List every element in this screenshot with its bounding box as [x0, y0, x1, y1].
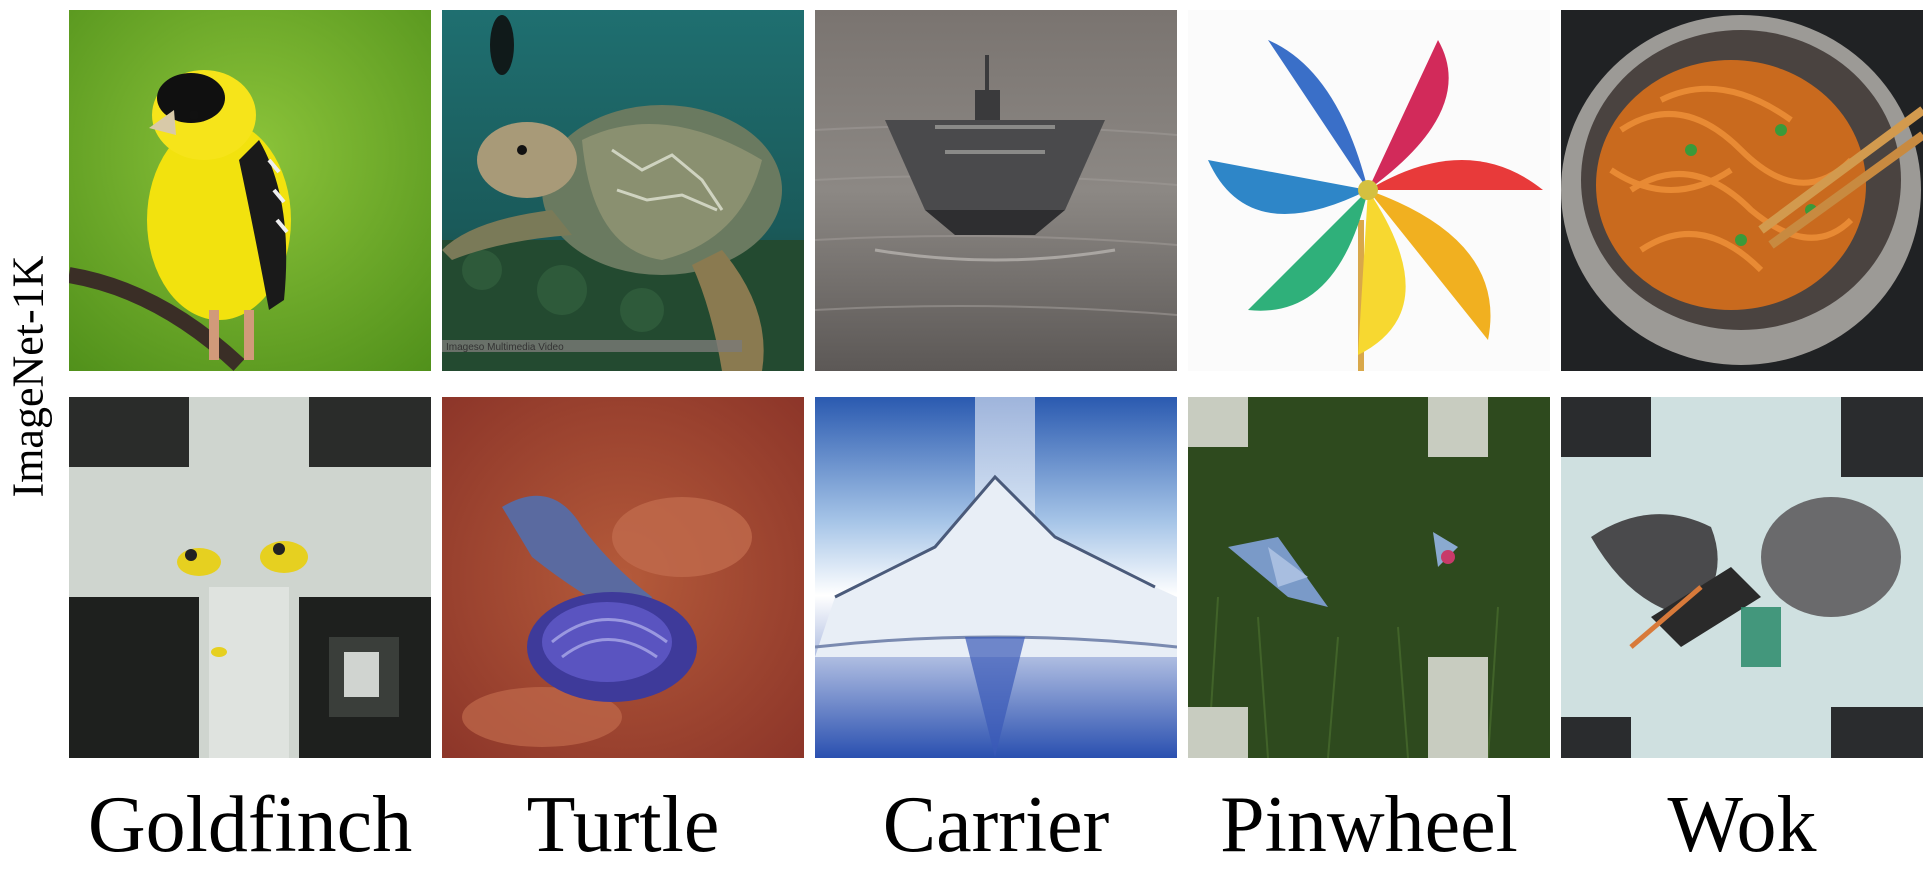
image-carrier-real	[815, 10, 1177, 371]
image-wok-real	[1561, 10, 1923, 371]
row-label: ImageNet-1K	[0, 8, 56, 744]
image-pinwheel-generated	[1188, 397, 1550, 758]
caption-carrier: Carrier	[882, 781, 1110, 869]
image-goldfinch-generated	[69, 397, 431, 758]
carrier-photo	[815, 10, 1177, 371]
turtle-watermark: Imageso Multimedia Video	[446, 342, 564, 353]
pinwheel-photo	[1188, 10, 1550, 371]
image-wok-generated	[1561, 397, 1923, 758]
carrier-generated-image	[815, 397, 1177, 758]
caption-goldfinch: Goldfinch	[87, 781, 413, 869]
caption-pinwheel: Pinwheel	[1220, 781, 1518, 869]
goldfinch-generated-image	[69, 397, 431, 758]
image-carrier-generated	[815, 397, 1177, 758]
wok-generated-image	[1561, 397, 1923, 758]
image-pinwheel-real	[1188, 10, 1550, 371]
row-label-text: ImageNet-1K	[3, 255, 53, 497]
caption-turtle: Turtle	[526, 781, 720, 869]
image-goldfinch-real	[69, 10, 431, 371]
image-turtle-real: Imageso Multimedia Video	[442, 10, 804, 371]
goldfinch-photo	[69, 10, 431, 371]
turtle-photo: Imageso Multimedia Video	[442, 10, 804, 371]
turtle-generated-image	[442, 397, 804, 758]
wok-photo	[1561, 10, 1923, 371]
caption-wok: Wok	[1667, 781, 1817, 869]
pinwheel-generated-image	[1188, 397, 1550, 758]
image-turtle-generated	[442, 397, 804, 758]
column-captions: Goldfinch Turtle Carrier Pinwheel Wok	[69, 785, 1927, 865]
